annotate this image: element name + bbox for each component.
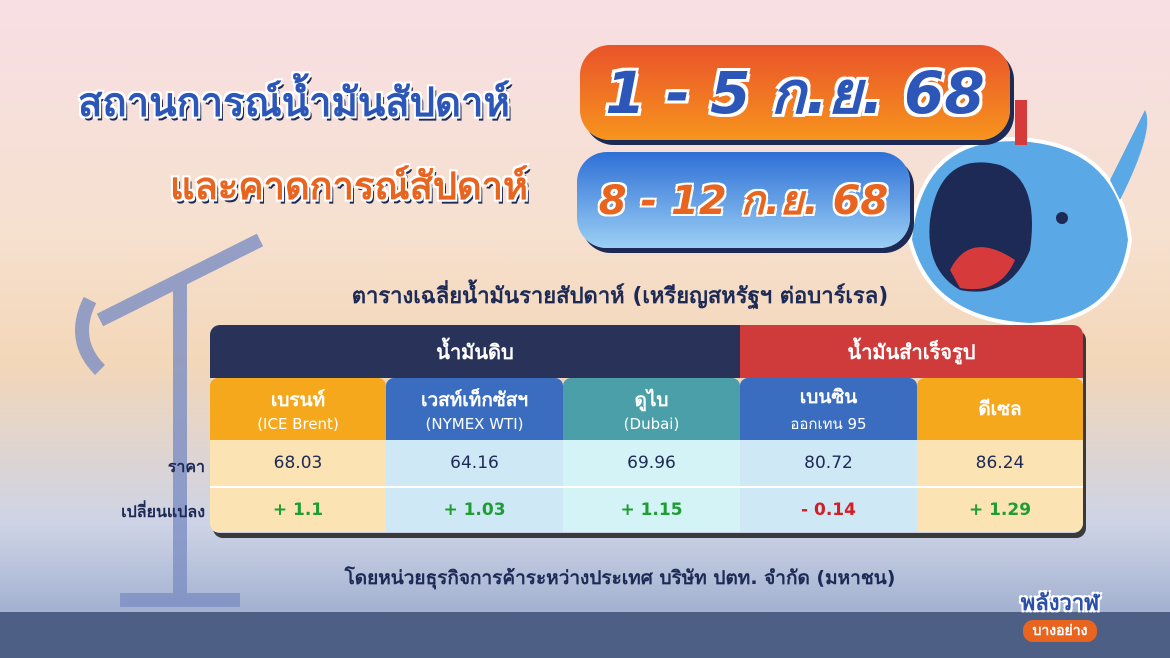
whale-mascot [907,100,1148,328]
price-cell: 80.72 [804,453,853,473]
forecast-week-dates: 8 - 12 ก.ย. 68 [577,152,910,248]
column-name: เวสท์เท็กซัสฯ [421,389,528,411]
bottom-band [0,612,1170,658]
price-cell: 69.96 [627,453,676,473]
column-0: เบรนท์ (ICE Brent) 68.03 + 1.1 [210,378,386,533]
column-name: เบนซิน [799,386,858,408]
column-subname: (ICE Brent) [257,415,339,433]
column-header: เบนซิน ออกเทน 95 [740,378,917,440]
logo: พลังวาฬ บางอย่าง [985,585,1135,642]
source-footer: โดยหน่วยธุรกิจการค้าระหว่างประเทศ บริษัท… [344,567,896,589]
column-subname: (NYMEX WTI) [425,415,524,433]
table-subtitle: ตารางเฉลี่ยน้ำมันรายสัปดาห์ (เหรียญสหรัฐ… [351,284,889,309]
column-header: เวสท์เท็กซัสฯ (NYMEX WTI) [386,378,563,440]
column-name: ดูไบ [634,389,669,411]
change-cell: + 1.03 [386,486,563,532]
column-name: ดีเซล [978,398,1022,420]
column-3: เบนซิน ออกเทน 95 80.72 - 0.14 [740,378,917,533]
column-subname: (Dubai) [623,415,680,433]
change-cell: + 1.1 [210,486,386,532]
price-cell: 68.03 [273,453,323,473]
price-cell: 64.16 [450,453,499,473]
column-2: ดูไบ (Dubai) 69.96 + 1.15 [563,378,740,533]
logo-line1: พลังวาฬ [1020,591,1100,616]
oil-price-table: น้ำมันดิบ น้ำมันสำเร็จรูป เบรนท์ (ICE Br… [210,325,1083,533]
column-header: ดูไบ (Dubai) [563,378,740,440]
row-label-change: เปลี่ยนแปลง [121,502,205,521]
logo-line2: บางอย่าง [1022,620,1098,642]
price-cell: 86.24 [975,453,1025,473]
current-week-dates: 1 - 5 ก.ย. 68 [580,45,1010,140]
oil-pump-illustration [75,233,264,607]
group-refined-oil: น้ำมันสำเร็จรูป [740,325,1083,378]
row-label-price: ราคา [167,457,205,476]
group-crude-oil: น้ำมันดิบ [210,325,740,378]
change-cell: + 1.15 [563,486,740,532]
column-header: ดีเซล [917,378,1083,440]
column-subname: ออกเทน 95 [790,415,867,433]
change-cell: - 0.14 [740,486,917,532]
column-1: เวสท์เท็กซัสฯ (NYMEX WTI) 64.16 + 1.03 [386,378,563,533]
change-cell: + 1.29 [917,486,1083,532]
column-name: เบรนท์ [270,389,326,411]
title-forecast-week: และคาดการณ์สัปดาห์ [170,164,529,208]
column-4: ดีเซล 86.24 + 1.29 [917,378,1083,533]
column-header: เบรนท์ (ICE Brent) [210,378,386,440]
title-current-week: สถานการณ์น้ำมันสัปดาห์ [78,80,510,126]
